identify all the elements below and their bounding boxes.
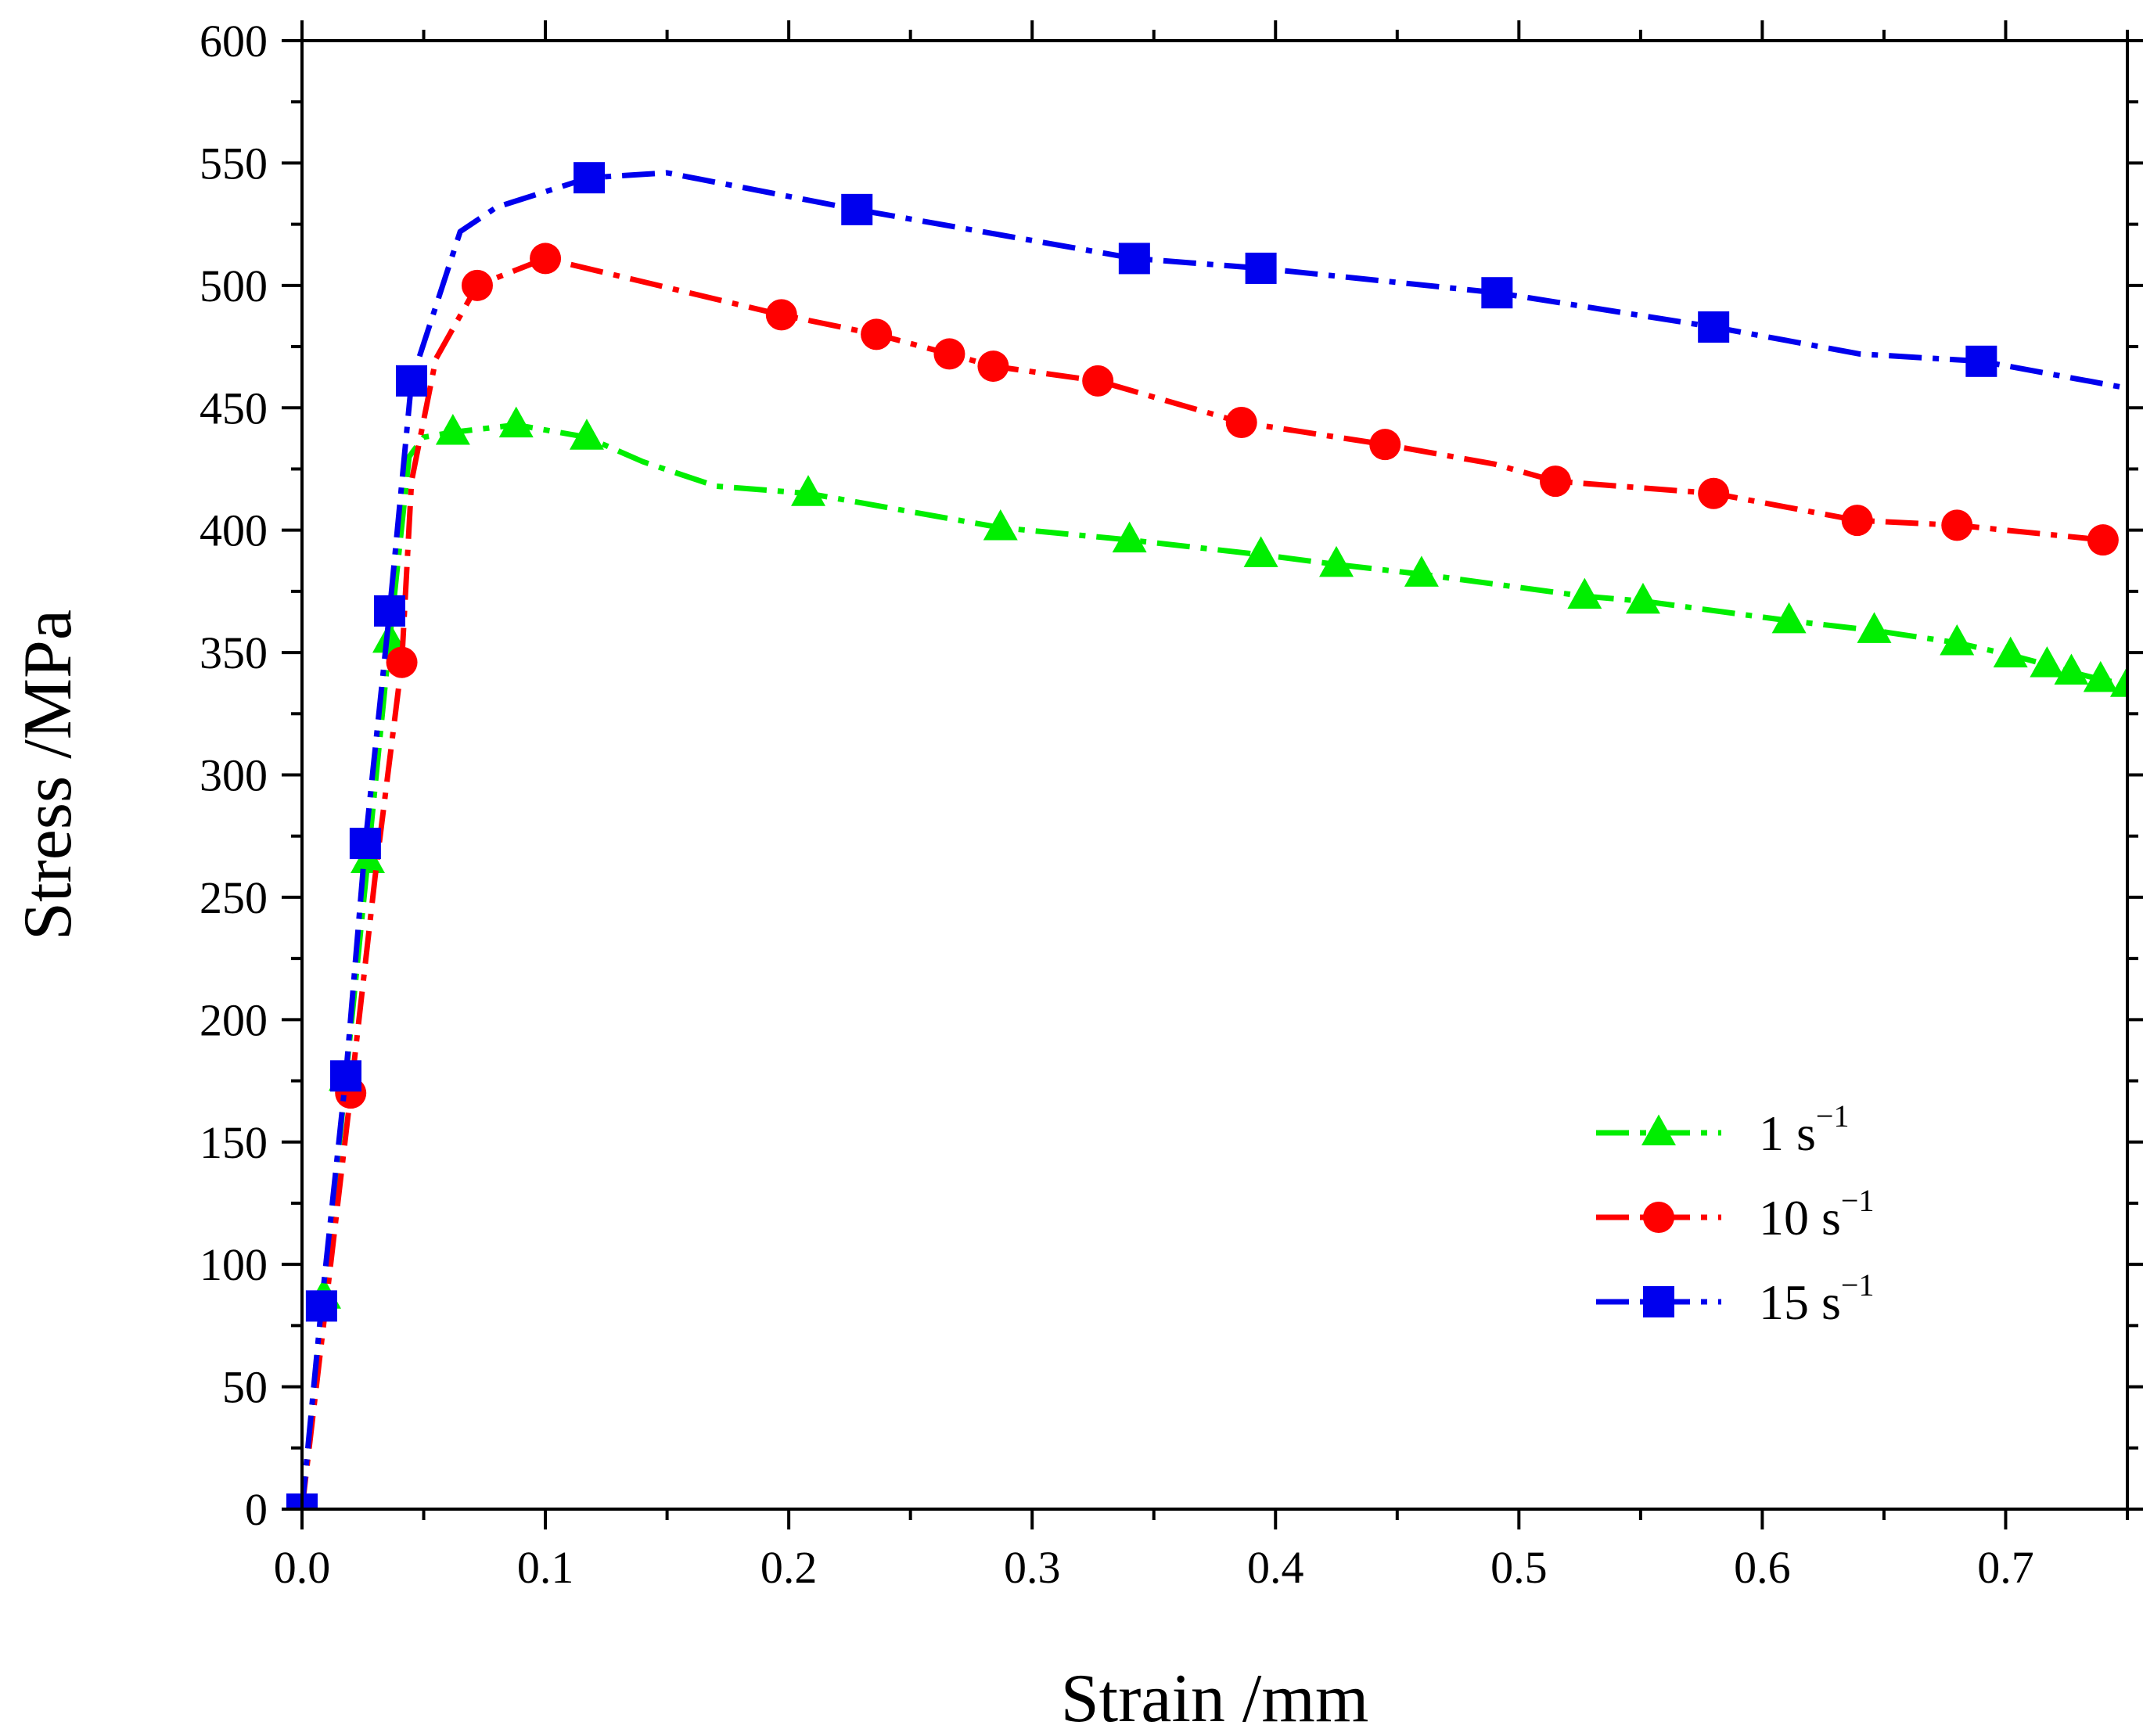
series-1 — [299, 243, 2127, 1509]
data-point — [1118, 243, 1150, 275]
data-point — [574, 162, 606, 194]
y-tick-label: 450 — [200, 383, 268, 433]
series-2 — [286, 162, 2127, 1509]
x-tick-label: 0.6 — [1734, 1542, 1791, 1593]
y-tick-label: 200 — [200, 994, 268, 1045]
legend-marker — [1643, 1286, 1674, 1317]
data-point — [569, 419, 604, 450]
data-point — [1567, 577, 1602, 609]
data-point — [1993, 636, 2028, 668]
data-point — [933, 338, 965, 370]
data-point — [386, 646, 418, 678]
y-tick-label: 500 — [200, 261, 268, 311]
y-axis-title: Stress /MPa — [10, 609, 86, 940]
legend-marker — [1641, 1114, 1676, 1145]
series-line — [299, 422, 2127, 1509]
x-tick-label: 0.7 — [1977, 1542, 2034, 1593]
x-tick-label: 0.0 — [274, 1542, 331, 1593]
y-tick-label: 400 — [200, 505, 268, 556]
data-point — [1319, 545, 1354, 577]
y-tick-label: 550 — [200, 138, 268, 189]
x-tick-label: 0.2 — [760, 1542, 818, 1593]
data-point — [373, 595, 405, 627]
data-point — [1539, 465, 1571, 498]
legend-label-exponent: −1 — [1841, 1183, 1875, 1218]
data-point — [1112, 521, 1147, 553]
data-point — [395, 365, 427, 397]
legend-label: 10 s−1 — [1759, 1183, 1874, 1245]
data-point — [791, 475, 826, 506]
legend: 1 s−110 s−115 s−1 — [1596, 1098, 1874, 1330]
data-point — [461, 269, 493, 301]
data-point — [977, 350, 1009, 383]
data-point — [1225, 407, 1257, 439]
y-tick-label: 150 — [200, 1117, 268, 1168]
data-point — [1245, 252, 1277, 284]
data-point — [1404, 555, 1439, 587]
data-point — [305, 1290, 337, 1322]
y-tick-label: 100 — [200, 1239, 268, 1290]
y-tick-label: 300 — [200, 750, 268, 801]
data-point — [1965, 345, 1997, 377]
legend-item: 1 s−1 — [1596, 1098, 1849, 1161]
data-point — [2087, 524, 2119, 556]
legend-label-text: 1 s — [1759, 1105, 1816, 1161]
data-point — [435, 413, 470, 445]
legend-item: 15 s−1 — [1596, 1267, 1874, 1330]
legend-label-text: 15 s — [1759, 1274, 1841, 1330]
data-point — [1940, 624, 1975, 656]
data-point — [1698, 311, 1730, 343]
series-layer — [286, 162, 2127, 1509]
data-point — [1771, 602, 1807, 634]
legend-label: 1 s−1 — [1759, 1098, 1849, 1161]
data-point — [2054, 653, 2089, 685]
data-point — [861, 318, 893, 350]
data-point — [841, 193, 873, 225]
x-axis-title: Strain /mm — [1061, 1661, 1369, 1736]
axis-ticks — [282, 20, 2143, 1529]
data-point — [2110, 666, 2127, 697]
series-line — [299, 170, 2127, 1509]
data-point — [349, 828, 381, 860]
data-point — [1243, 536, 1278, 567]
data-point — [1841, 505, 1873, 537]
data-point — [1481, 277, 1513, 309]
y-tick-label: 0 — [245, 1484, 268, 1535]
legend-marker — [1643, 1202, 1674, 1233]
x-tick-label: 0.4 — [1247, 1542, 1304, 1593]
data-point — [498, 406, 534, 438]
data-point — [2030, 646, 2065, 678]
series-0 — [299, 406, 2127, 1509]
data-point — [1857, 612, 1892, 643]
legend-label-exponent: −1 — [1841, 1267, 1875, 1303]
x-tick-label: 0.1 — [517, 1542, 574, 1593]
data-point — [1369, 429, 1401, 461]
y-tick-label: 600 — [200, 16, 268, 66]
legend-label-exponent: −1 — [1816, 1098, 1850, 1134]
legend-item: 10 s−1 — [1596, 1183, 1874, 1245]
y-tick-label: 50 — [222, 1362, 268, 1413]
y-tick-label: 250 — [200, 872, 268, 923]
data-point — [2083, 660, 2118, 692]
data-point — [765, 299, 797, 331]
data-point — [329, 1060, 361, 1092]
x-tick-label: 0.5 — [1490, 1542, 1548, 1593]
y-tick-label: 350 — [200, 627, 268, 678]
x-tick-label: 0.3 — [1004, 1542, 1061, 1593]
data-point — [1941, 509, 1973, 541]
data-point — [1698, 477, 1730, 509]
data-point — [530, 243, 562, 275]
legend-label: 15 s−1 — [1759, 1267, 1874, 1330]
data-point — [1625, 582, 1660, 614]
legend-label-text: 10 s — [1759, 1190, 1841, 1245]
data-point — [983, 509, 1018, 541]
data-point — [1082, 365, 1114, 397]
tick-labels: 0.0 0.1 0.2 0.3 0.4 0.5 0.6 0.7 0 50 100 150 200 250 3… — [200, 16, 2034, 1593]
